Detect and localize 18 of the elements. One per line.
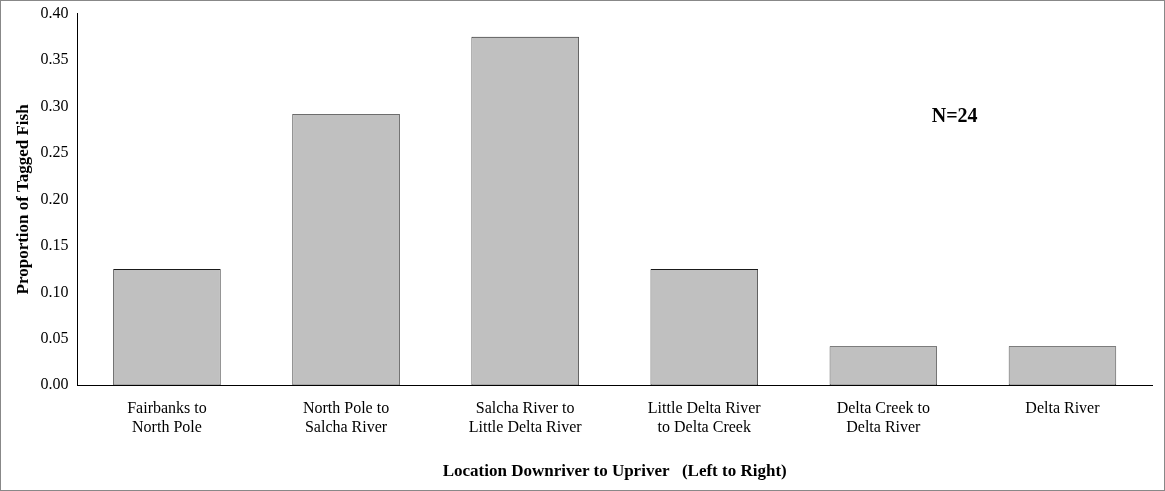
- y-tick-label: 0.20: [40, 189, 69, 207]
- y-axis-title: Proportion of Tagged Fish: [12, 103, 32, 295]
- annotation: N=24: [931, 103, 978, 126]
- y-tick-label: 0.15: [40, 236, 69, 254]
- x-tick-label: Delta River: [1025, 399, 1101, 416]
- x-tick-label: Fairbanks to North Pole: [127, 399, 207, 436]
- x-tick-label: Little Delta River to Delta Creek: [647, 399, 762, 436]
- y-tick-label: 0.35: [40, 50, 69, 68]
- y-tick-label: 0.10: [40, 282, 69, 300]
- y-tick-label: 0.00: [40, 375, 69, 393]
- y-tick-label: 0.30: [40, 96, 69, 114]
- y-tick-label: 0.40: [40, 3, 69, 21]
- y-tick-label: 0.05: [40, 328, 69, 346]
- x-axis-title: Location Downriver to Upriver (Left to Right): [442, 461, 787, 481]
- x-tick-label: Delta Creek to Delta River: [836, 399, 930, 436]
- x-tick-label: Salcha River to Little Delta River: [468, 399, 583, 436]
- x-tick-label: North Pole to Salcha River: [302, 399, 390, 436]
- y-tick-label: 0.25: [40, 143, 69, 161]
